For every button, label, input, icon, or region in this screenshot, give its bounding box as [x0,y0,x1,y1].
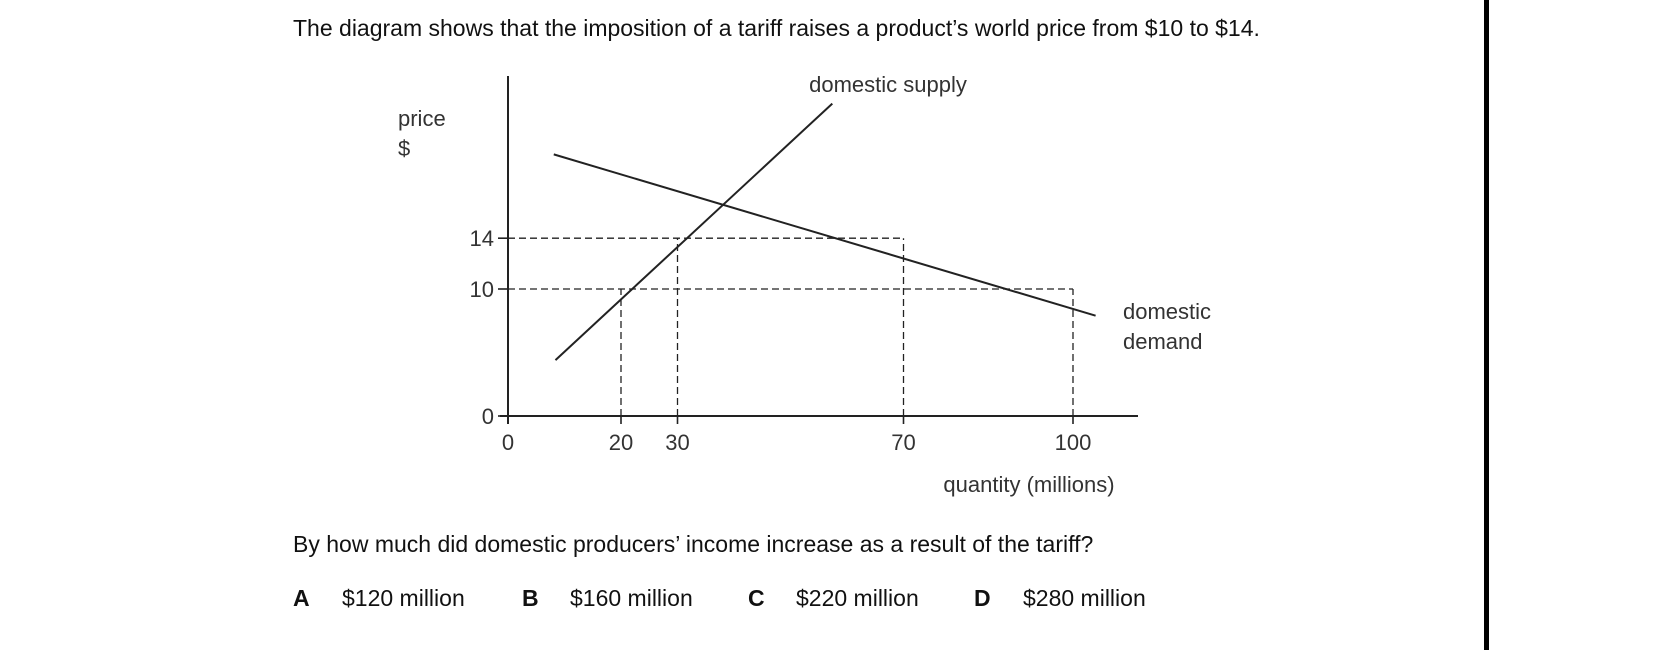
y-tick-label-14: 14 [470,226,494,251]
demand-curve [553,153,1096,317]
tariff-diagram: 0 10 14 0 20 30 70 100 domestic supply domestic de… [398,72,1211,497]
y-axis-label-line-1: price [398,106,446,131]
option-b-text[interactable]: $160 million [570,585,693,611]
y-tick-label-0: 0 [482,404,494,429]
supply-curve-label: domestic supply [809,72,967,97]
option-a-letter[interactable]: A [293,585,310,611]
curves [553,102,1096,361]
option-c-letter[interactable]: C [748,585,765,611]
demand-curve-label-line-2: demand [1123,329,1203,354]
y-axis-label-line-2: $ [398,136,410,161]
answer-options: A $120 million B $160 million C $220 mil… [0,584,1484,612]
x-tick-label-0: 0 [502,430,514,455]
axes [498,76,1138,424]
option-b-letter[interactable]: B [522,585,539,611]
x-tick-label-100: 100 [1055,430,1092,455]
option-c-text[interactable]: $220 million [796,585,919,611]
y-tick-label-10: 10 [470,277,494,302]
option-d-letter[interactable]: D [974,585,991,611]
question-stem: By how much did domestic producers’ inco… [293,531,1094,557]
question-intro: The diagram shows that the imposition of… [293,15,1260,41]
labels: 0 10 14 0 20 30 70 100 domestic supply domestic de… [398,72,1211,497]
option-a-text[interactable]: $120 million [342,585,465,611]
reference-lines [508,237,1074,416]
demand-curve-label-line-1: domestic [1123,299,1211,324]
supply-curve [554,102,833,361]
option-d-text[interactable]: $280 million [1023,585,1146,611]
page-right-border [1484,0,1489,650]
x-tick-label-20: 20 [609,430,633,455]
x-tick-label-30: 30 [665,430,689,455]
x-tick-label-70: 70 [891,430,915,455]
x-axis-label: quantity (millions) [943,472,1114,497]
